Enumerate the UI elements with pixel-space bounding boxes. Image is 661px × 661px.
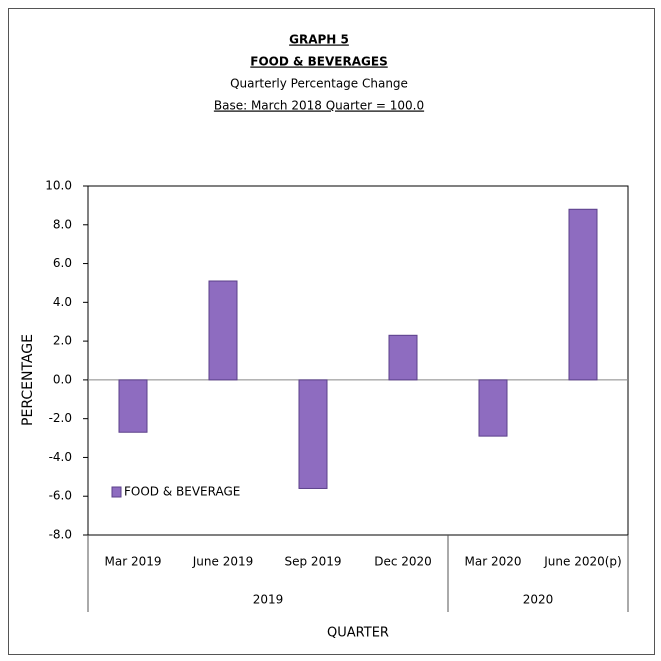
x-axis-title: QUARTER	[327, 626, 389, 641]
chart-subtitle: Quarterly Percentage Change	[230, 77, 408, 91]
bar	[568, 208, 598, 381]
legend-swatch	[111, 486, 122, 498]
y-tick-label: -2.0	[49, 411, 72, 425]
group-label: 2020	[523, 593, 554, 607]
group-label: 2019	[253, 593, 284, 607]
bar	[208, 280, 238, 381]
y-tick-label: 6.0	[53, 256, 72, 270]
y-tick-label: 10.0	[45, 179, 72, 193]
chart-subtitle: FOOD & BEVERAGES	[250, 55, 387, 69]
x-tick-label: Mar 2019	[105, 555, 162, 569]
y-tick-label: 2.0	[53, 334, 72, 348]
x-tick-label: June 2020(p)	[543, 555, 621, 569]
frame	[8, 8, 655, 655]
x-tick-label: Sep 2019	[285, 555, 342, 569]
bar	[388, 334, 418, 381]
y-tick-label: -4.0	[49, 450, 72, 464]
y-tick-label: -8.0	[49, 528, 72, 542]
bar	[478, 379, 508, 437]
y-tick-label: -6.0	[49, 489, 72, 503]
chart-title: GRAPH 5	[289, 33, 349, 47]
plot-area	[87, 185, 629, 536]
base-note: Base: March 2018 Quarter = 100.0	[214, 99, 424, 113]
y-tick-label: 8.0	[53, 217, 72, 231]
x-tick-label: Dec 2020	[374, 555, 432, 569]
legend-label: FOOD & BEVERAGE	[124, 485, 240, 499]
bar	[298, 379, 328, 489]
x-tick-label: June 2019	[192, 555, 254, 569]
x-tick-label: Mar 2020	[465, 555, 522, 569]
y-axis-title: PERCENTAGE	[20, 334, 36, 426]
y-tick-label: 4.0	[53, 295, 72, 309]
y-tick-label: 0.0	[53, 372, 72, 386]
bar	[118, 379, 148, 433]
